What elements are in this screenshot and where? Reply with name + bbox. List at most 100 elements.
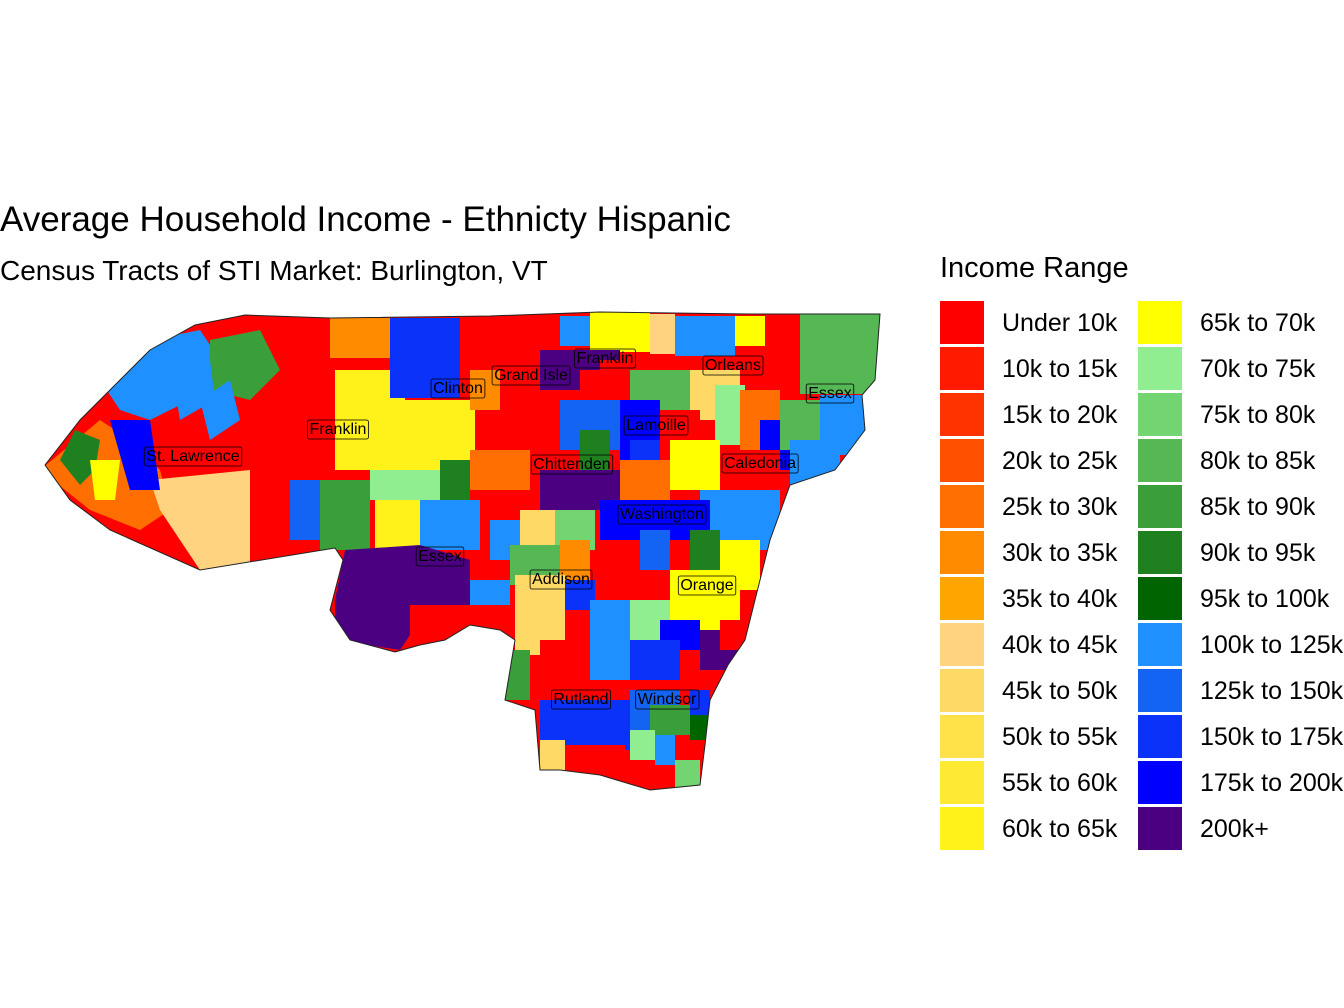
legend-swatch bbox=[940, 393, 984, 436]
legend-swatch bbox=[940, 439, 984, 482]
county-label: Franklin bbox=[574, 348, 636, 369]
legend-swatch bbox=[1138, 347, 1182, 390]
county-label-text: Clinton bbox=[433, 380, 483, 397]
census-tract bbox=[650, 705, 690, 735]
legend-label: 85k to 90k bbox=[1200, 493, 1316, 521]
census-tract bbox=[540, 740, 565, 770]
county-label: Windsor bbox=[635, 689, 700, 710]
county-labels: St. Lawrence Franklin Clinton Grand Isle Fra… bbox=[143, 348, 855, 710]
county-label-text: Washington bbox=[620, 506, 704, 523]
legend-label: 30k to 35k bbox=[1002, 539, 1118, 567]
census-tract bbox=[520, 316, 560, 356]
legend-item: 50k to 55k bbox=[940, 714, 1160, 758]
county-label-box bbox=[623, 415, 689, 436]
legend-label: 55k to 60k bbox=[1002, 769, 1118, 797]
legend-label: 40k to 45k bbox=[1002, 631, 1118, 659]
census-tract bbox=[320, 480, 370, 550]
legend-item: 55k to 60k bbox=[940, 760, 1160, 804]
census-tract bbox=[675, 316, 735, 356]
county-label: Essex bbox=[805, 383, 855, 404]
census-tract bbox=[650, 314, 675, 354]
county-label: Addison bbox=[529, 569, 593, 590]
legend-item: 70k to 75k bbox=[1138, 346, 1344, 390]
county-label-text: Rutland bbox=[553, 691, 608, 708]
county-label: Essex bbox=[415, 546, 465, 567]
county-label-box bbox=[721, 453, 799, 474]
census-tract bbox=[170, 360, 215, 420]
census-tract bbox=[560, 540, 590, 580]
legend-label: 90k to 95k bbox=[1200, 539, 1316, 567]
census-tract bbox=[590, 312, 650, 352]
legend-item: 90k to 95k bbox=[1138, 530, 1344, 574]
county-label-text: Orange bbox=[680, 577, 733, 594]
county-label-box bbox=[530, 454, 614, 475]
legend-item: 15k to 20k bbox=[940, 392, 1160, 436]
legend-item: 40k to 45k bbox=[940, 622, 1160, 666]
census-tract bbox=[520, 510, 560, 550]
census-tract bbox=[590, 600, 630, 680]
legend-swatch bbox=[1138, 485, 1182, 528]
legend-swatch bbox=[1138, 715, 1182, 758]
legend: Income Range Under 10k 10k to 15k 15k to 2… bbox=[940, 252, 1343, 850]
county-label-text: Essex bbox=[808, 385, 852, 402]
legend-item: Under 10k bbox=[940, 300, 1160, 344]
legend-item: 10k to 15k bbox=[940, 346, 1160, 390]
legend-label: 60k to 65k bbox=[1002, 815, 1118, 843]
county-label-box bbox=[702, 355, 764, 376]
legend-swatch bbox=[940, 761, 984, 804]
census-tract bbox=[370, 470, 450, 500]
legend-label: 20k to 25k bbox=[1002, 447, 1118, 475]
legend-label: 175k to 200k bbox=[1200, 769, 1344, 797]
legend-item: 20k to 25k bbox=[940, 438, 1160, 482]
census-tract bbox=[560, 316, 590, 346]
county-label-box bbox=[491, 365, 571, 386]
legend-label: 35k to 40k bbox=[1002, 585, 1118, 613]
census-tract bbox=[640, 530, 670, 570]
legend-label: 80k to 85k bbox=[1200, 447, 1316, 475]
map-title: Average Household Income - Ethnicty Hisp… bbox=[0, 200, 731, 239]
census-tract bbox=[490, 320, 520, 350]
census-tract bbox=[410, 605, 510, 645]
legend-item: 150k to 175k bbox=[1138, 714, 1344, 758]
census-tract bbox=[440, 460, 470, 500]
legend-item: 65k to 70k bbox=[1138, 300, 1344, 344]
county-label-text: Franklin bbox=[310, 421, 367, 438]
county-label-text: Windsor bbox=[638, 691, 697, 708]
county-label-text: Lamoille bbox=[626, 417, 686, 434]
county-label-box bbox=[635, 689, 700, 710]
county-label: St. Lawrence bbox=[143, 446, 243, 467]
legend-label: 50k to 55k bbox=[1002, 723, 1118, 751]
legend-label: 200k+ bbox=[1200, 815, 1269, 843]
census-tract bbox=[290, 480, 320, 540]
county-label-text: Orleans bbox=[705, 357, 761, 374]
legend-label: 70k to 75k bbox=[1200, 355, 1316, 383]
census-tract bbox=[540, 350, 580, 390]
county-label: Grand Isle bbox=[491, 365, 571, 386]
legend-swatch bbox=[1138, 761, 1182, 804]
county-label-text: St. Lawrence bbox=[146, 448, 239, 465]
legend-label: 150k to 175k bbox=[1200, 723, 1344, 751]
legend-item: 45k to 50k bbox=[940, 668, 1160, 712]
county-label-box bbox=[805, 383, 855, 404]
county-label-text: Caledonia bbox=[724, 455, 796, 472]
legend-item: 30k to 35k bbox=[940, 530, 1160, 574]
census-tract bbox=[540, 640, 590, 710]
census-tract bbox=[330, 318, 390, 358]
county-label-text: Addison bbox=[532, 571, 590, 588]
legend-label: 100k to 125k bbox=[1200, 631, 1344, 659]
county-label: Franklin bbox=[307, 419, 369, 440]
county-label-box bbox=[617, 504, 707, 525]
legend-label: 10k to 15k bbox=[1002, 355, 1118, 383]
legend-item: 100k to 125k bbox=[1138, 622, 1344, 666]
census-tract bbox=[150, 470, 250, 570]
legend-label: 125k to 150k bbox=[1200, 677, 1344, 705]
legend-swatch bbox=[940, 807, 984, 850]
county-label-box bbox=[677, 575, 737, 596]
census-tract bbox=[375, 500, 420, 550]
legend-swatch bbox=[940, 485, 984, 528]
legend-item: 95k to 100k bbox=[1138, 576, 1344, 620]
census-tract bbox=[335, 545, 470, 650]
county-label-text: Essex bbox=[418, 548, 462, 565]
map-subtitle: Census Tracts of STI Market: Burlington,… bbox=[0, 255, 548, 286]
census-tract bbox=[565, 745, 625, 775]
